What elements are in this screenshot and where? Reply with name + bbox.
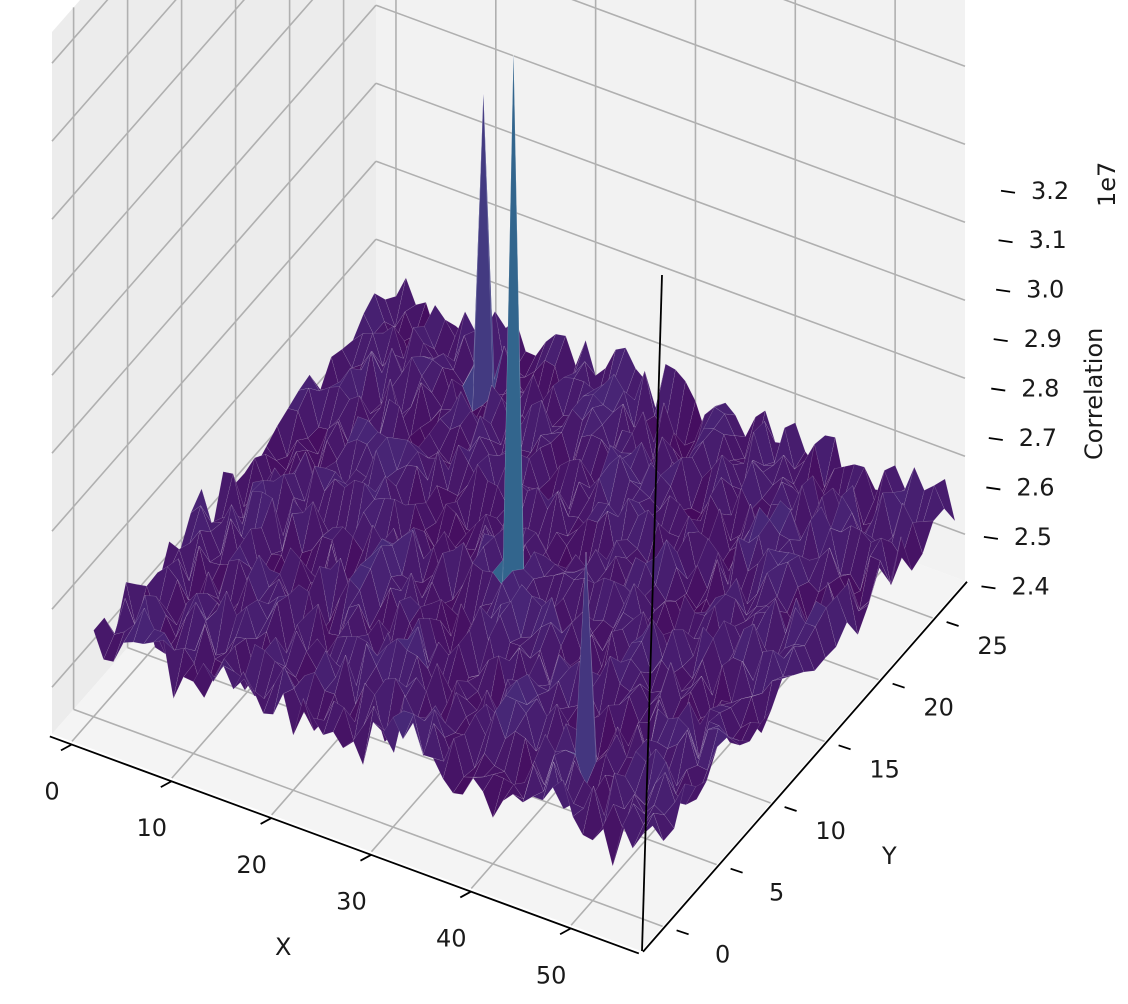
z-tick-mark bbox=[998, 239, 1013, 244]
grid-line-z bbox=[51, 0, 177, 142]
x-tick-label: 10 bbox=[137, 814, 168, 842]
z-tick-label: 2.4 bbox=[1011, 572, 1049, 600]
surface-patch bbox=[825, 595, 848, 648]
x-tick-label: 40 bbox=[436, 924, 467, 952]
grid-line-z bbox=[375, 160, 966, 379]
x-axis-line bbox=[49, 735, 640, 955]
z-tick-mark bbox=[993, 338, 1008, 343]
surface-patch bbox=[836, 583, 859, 636]
x-tick-label: 20 bbox=[236, 851, 267, 879]
x-tick-label: 30 bbox=[336, 888, 367, 916]
y-tick-label: 10 bbox=[815, 817, 846, 845]
z-tick-mark bbox=[983, 535, 999, 540]
grid-line-z bbox=[51, 0, 109, 64]
grid-line-z bbox=[375, 82, 966, 301]
surface-patch bbox=[663, 783, 686, 830]
z-tick-label: 2.8 bbox=[1021, 375, 1059, 403]
surface-patch bbox=[793, 645, 815, 673]
y-tick-mark bbox=[784, 806, 797, 812]
x-tick-mark bbox=[160, 780, 173, 788]
z-tick-mark bbox=[986, 486, 1001, 491]
z-tick-label: 2.7 bbox=[1019, 424, 1057, 452]
left-pane bbox=[52, 0, 376, 734]
grid-line-z bbox=[51, 82, 377, 454]
y-tick-mark bbox=[892, 682, 905, 689]
correlation-surface bbox=[93, 54, 956, 868]
y-tick-mark bbox=[676, 929, 689, 936]
axes-ticks: 0 10 20 30 40 50 0 5 10 15 20 25 2.4 2.5 2.6 2.7 2.8 2.9 3… bbox=[44, 177, 1069, 989]
y-tick-mark bbox=[730, 867, 743, 874]
grid-line-z bbox=[51, 160, 377, 532]
surface-patch bbox=[923, 484, 945, 522]
z-axis-line bbox=[641, 274, 663, 952]
grid-line-z bbox=[375, 4, 966, 223]
z-tick-label: 3.2 bbox=[1031, 177, 1069, 205]
surface-patch bbox=[653, 812, 675, 842]
z-offset-label: 1e7 bbox=[1093, 162, 1121, 207]
z-tick-label: 2.6 bbox=[1016, 473, 1054, 501]
y-tick-label: 5 bbox=[769, 879, 784, 907]
y-axis-line bbox=[642, 581, 968, 953]
grid-line-y bbox=[73, 708, 663, 928]
x-tick-label: 50 bbox=[536, 961, 567, 989]
x-tick-mark bbox=[60, 743, 73, 752]
z-tick-mark bbox=[988, 437, 1003, 441]
x-tick-mark bbox=[360, 853, 372, 862]
surface-patch bbox=[933, 478, 956, 522]
z-tick-label: 2.9 bbox=[1024, 325, 1062, 353]
surface-patch bbox=[912, 520, 934, 555]
surface-patch bbox=[804, 626, 826, 672]
grid-line-z bbox=[51, 0, 314, 298]
y-tick-label: 15 bbox=[869, 755, 900, 783]
x-axis-label: X bbox=[275, 933, 291, 961]
surface-patch bbox=[642, 812, 664, 842]
z-tick-mark bbox=[981, 585, 996, 590]
z-tick-label: 3.0 bbox=[1026, 276, 1064, 304]
surface-patch bbox=[739, 722, 762, 746]
x-tick-mark bbox=[559, 927, 572, 936]
x-tick-label: 0 bbox=[44, 777, 59, 805]
surface-patch bbox=[847, 583, 870, 636]
y-axis-label: Y bbox=[881, 842, 897, 870]
grid-line-z bbox=[51, 4, 377, 376]
z-tick-mark bbox=[996, 288, 1011, 293]
z-tick-label: 3.1 bbox=[1029, 226, 1067, 254]
z-tick-mark bbox=[991, 387, 1006, 392]
grid-line-z bbox=[375, 238, 966, 457]
grid-line-z bbox=[571, 0, 966, 145]
z-tick-label: 2.5 bbox=[1014, 523, 1052, 551]
y-tick-label: 0 bbox=[715, 940, 730, 968]
y-tick-label: 20 bbox=[923, 694, 954, 722]
y-tick-mark bbox=[946, 621, 959, 627]
y-tick-label: 25 bbox=[977, 632, 1008, 660]
surface-patch bbox=[815, 607, 837, 659]
z-axis-label: Correlation bbox=[1080, 328, 1108, 460]
z-tick-mark bbox=[1000, 189, 1016, 194]
x-tick-mark bbox=[260, 817, 273, 825]
x-tick-mark bbox=[459, 890, 472, 899]
grid-line-z bbox=[51, 0, 246, 220]
back-pane bbox=[376, 0, 965, 581]
grid-line-z bbox=[51, 238, 377, 610]
grid-line-z bbox=[783, 0, 966, 67]
surface-patch bbox=[685, 780, 708, 806]
surface-patch bbox=[782, 646, 805, 677]
surface-patch bbox=[890, 535, 913, 586]
y-tick-mark bbox=[838, 744, 851, 751]
axes-lines bbox=[49, 274, 968, 955]
